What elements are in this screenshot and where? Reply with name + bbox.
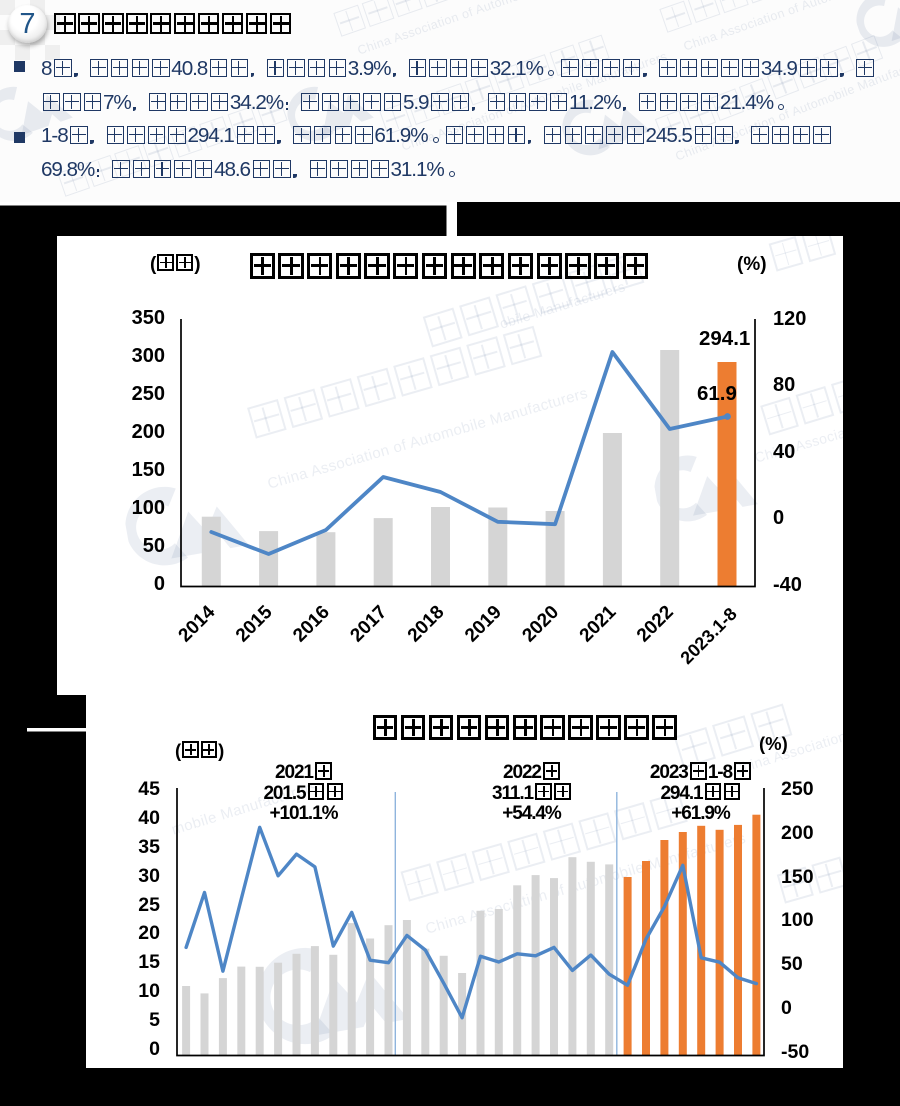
svg-text:2022: 2022 <box>633 602 678 647</box>
svg-text:2023.1-8: 2023.1-8 <box>676 604 740 668</box>
svg-text:2017: 2017 <box>346 602 391 647</box>
svg-text:2015: 2015 <box>232 601 277 646</box>
svg-text:2020: 2020 <box>518 602 563 647</box>
svg-text:2021: 2021 <box>576 601 621 646</box>
svg-text:2019: 2019 <box>461 602 506 647</box>
svg-text:2018: 2018 <box>404 602 449 647</box>
svg-text:2014: 2014 <box>175 601 220 646</box>
svg-text:2016: 2016 <box>289 602 334 647</box>
